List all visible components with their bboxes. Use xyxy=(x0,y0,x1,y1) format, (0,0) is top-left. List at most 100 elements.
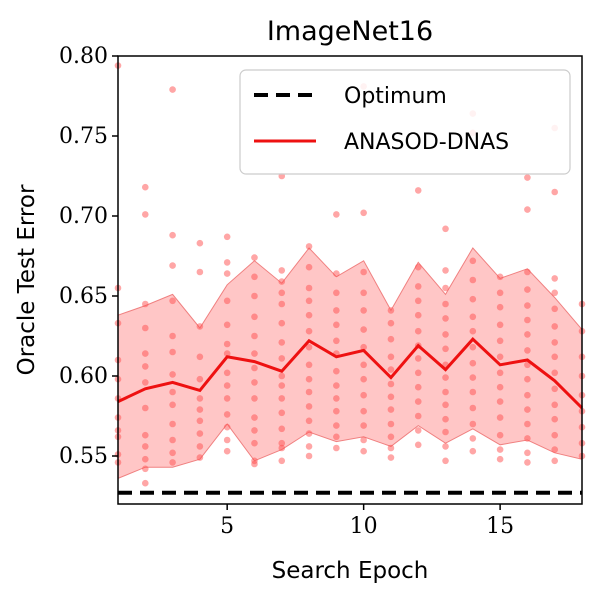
scatter-point xyxy=(169,436,176,444)
scatter-point xyxy=(442,225,449,233)
scatter-point xyxy=(360,361,367,369)
scatter-point xyxy=(524,435,531,442)
scatter-point xyxy=(496,337,504,345)
scatter-point xyxy=(414,427,422,434)
scatter-point xyxy=(469,374,477,381)
scatter-point xyxy=(169,348,176,356)
scatter-point xyxy=(223,423,231,431)
scatter-point xyxy=(496,398,504,405)
scatter-point xyxy=(414,412,422,420)
scatter-point xyxy=(196,375,204,383)
scatter-point xyxy=(414,369,422,377)
scatter-point xyxy=(251,350,258,357)
scatter-point xyxy=(278,457,286,465)
y-tick-label: 0.75 xyxy=(59,124,108,149)
scatter-point xyxy=(196,268,204,276)
scatter-point xyxy=(305,263,313,271)
scatter-point xyxy=(251,439,258,447)
scatter-point xyxy=(278,409,286,417)
scatter-point xyxy=(251,332,258,340)
scatter-point xyxy=(223,297,231,305)
scatter-point xyxy=(442,315,449,322)
scatter-point xyxy=(278,444,286,452)
scatter-point xyxy=(524,375,531,383)
scatter-point xyxy=(551,446,559,453)
scatter-point xyxy=(496,369,504,377)
scatter-point xyxy=(414,398,422,405)
legend: Optimum ANASOD-DNAS xyxy=(239,69,571,175)
scatter-point xyxy=(251,254,258,261)
scatter-point xyxy=(469,295,477,303)
scatter-point xyxy=(414,383,422,391)
scatter-point xyxy=(278,382,286,389)
scatter-point xyxy=(223,350,231,357)
scatter-point xyxy=(496,303,504,311)
scatter-point xyxy=(496,446,504,453)
scatter-point xyxy=(551,385,559,393)
scatter-point xyxy=(551,401,559,409)
scatter-point xyxy=(196,406,204,413)
plot-frame xyxy=(117,55,583,505)
scatter-point xyxy=(387,335,395,343)
scatter-point xyxy=(387,380,395,388)
scatter-point xyxy=(223,382,231,389)
scatter-point xyxy=(442,267,449,274)
legend-optimum-label: Optimum xyxy=(344,84,447,109)
scatter-point xyxy=(551,431,559,439)
scatter-point xyxy=(387,393,395,401)
scatter-point xyxy=(333,337,340,345)
scatter-point xyxy=(524,331,531,338)
scatter-point xyxy=(196,353,204,361)
scatter-point xyxy=(360,447,367,455)
scatter-point xyxy=(305,388,313,396)
scatter-point xyxy=(414,283,422,290)
scatter-point xyxy=(333,321,340,329)
scatter-point xyxy=(469,435,477,442)
scatter-point xyxy=(305,403,313,410)
scatter-point xyxy=(469,313,477,321)
scatter-point xyxy=(278,355,286,362)
scatter-point xyxy=(141,350,149,357)
axis-ticks: 0.55 0.60 0.65 0.70 0.75 0.80 5 10 15 xyxy=(59,44,514,539)
scatter-point xyxy=(169,86,176,93)
scatter-point xyxy=(360,209,367,217)
scatter-point xyxy=(223,411,231,418)
scatter-point xyxy=(223,395,231,402)
scatter-point xyxy=(196,239,204,247)
scatter-point xyxy=(305,430,313,437)
scatter-point xyxy=(333,444,340,452)
scatter-point xyxy=(278,319,286,327)
scatter-point xyxy=(223,259,231,266)
scatter-point xyxy=(196,430,204,437)
scatter-point xyxy=(305,284,313,292)
scatter-point xyxy=(524,302,531,309)
scatter-point xyxy=(141,300,149,308)
scatter-point xyxy=(169,262,176,269)
scatter-point xyxy=(496,273,504,281)
scatter-point xyxy=(469,420,477,428)
scatter-point xyxy=(278,289,286,297)
scatter-point xyxy=(141,455,149,463)
scatter-point xyxy=(333,407,340,415)
scatter-point xyxy=(223,436,231,444)
y-tick-label: 0.70 xyxy=(59,204,108,229)
y-tick-label: 0.80 xyxy=(59,44,108,69)
scatter-point xyxy=(305,375,313,383)
scatter-point xyxy=(469,343,477,351)
x-tick-label: 15 xyxy=(486,514,514,539)
scatter-point xyxy=(524,206,531,213)
scatter-point xyxy=(442,345,449,353)
scatter-point xyxy=(496,321,504,329)
scatter-point xyxy=(141,465,149,473)
scatter-point xyxy=(278,339,286,346)
scatter-point xyxy=(387,366,395,373)
scatter-point xyxy=(278,300,286,308)
scatter-point xyxy=(251,292,258,300)
scatter-point xyxy=(141,404,149,412)
scatter-point xyxy=(524,316,531,324)
scatter-point xyxy=(169,332,176,340)
scatter-point xyxy=(223,369,231,377)
scatter-point xyxy=(305,452,313,460)
scatter-point xyxy=(414,297,422,305)
